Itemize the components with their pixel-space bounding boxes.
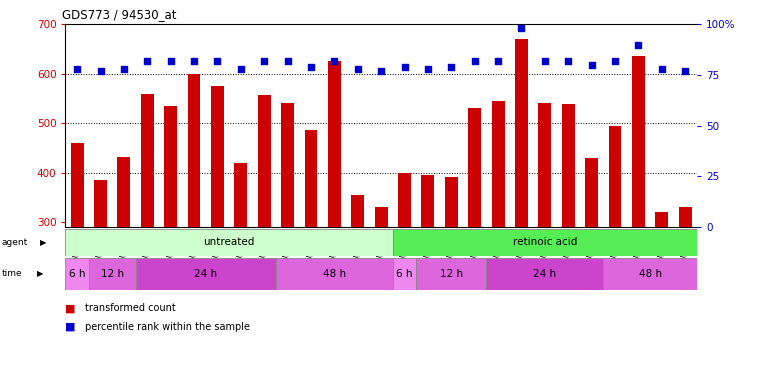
Text: ■: ■ [65,303,76,313]
Bar [445,177,457,227]
Bar [188,74,200,227]
Bar [417,258,487,290]
Bar [604,258,697,290]
Text: 48 h: 48 h [323,268,346,279]
Text: 6 h: 6 h [397,268,413,279]
Text: 24 h: 24 h [194,268,217,279]
Point [515,26,527,32]
Bar [211,86,224,227]
Bar [276,258,393,290]
Point [282,58,294,64]
Bar [421,175,434,227]
Text: 48 h: 48 h [638,268,661,279]
Bar [562,104,574,227]
Bar [393,258,417,290]
Bar [608,126,621,227]
Point [352,66,364,72]
Point [188,58,200,64]
Bar [655,212,668,227]
Point [211,58,223,64]
Text: 6 h: 6 h [69,268,85,279]
Point [95,68,107,74]
Point [468,58,480,64]
Bar [585,158,598,227]
Point [118,66,130,72]
Point [609,58,621,64]
Text: transformed count: transformed count [85,303,176,313]
Bar [468,108,481,227]
Bar [65,229,393,256]
Text: untreated: untreated [203,237,255,247]
Text: GDS773 / 94530_at: GDS773 / 94530_at [62,8,176,21]
Point [398,64,410,70]
Bar [515,39,528,227]
Text: retinoic acid: retinoic acid [513,237,577,247]
Bar [136,258,276,290]
Bar [94,180,107,227]
Point [375,68,387,74]
Bar [65,258,89,290]
Bar [89,258,136,290]
Bar [393,229,697,256]
Bar [71,143,84,227]
Text: ■: ■ [65,322,76,332]
Bar [281,104,294,227]
Point [539,58,551,64]
Point [258,58,270,64]
Point [165,58,177,64]
Point [655,66,668,72]
Text: ▶: ▶ [40,238,46,247]
Bar [351,195,364,227]
Bar [258,94,271,227]
Text: ▶: ▶ [37,269,43,278]
Bar [118,157,130,227]
Point [632,42,644,48]
Text: 24 h: 24 h [534,268,557,279]
Point [328,58,340,64]
Point [71,66,83,72]
Point [679,68,691,74]
Bar [375,207,387,227]
Bar [538,104,551,227]
Bar [305,130,317,227]
Point [492,58,504,64]
Bar [328,62,341,227]
Bar [491,101,504,227]
Text: agent: agent [2,238,28,247]
Point [585,62,598,68]
Text: 12 h: 12 h [440,268,463,279]
Text: percentile rank within the sample: percentile rank within the sample [85,322,249,332]
Bar [632,57,644,227]
Point [305,64,317,70]
Point [445,64,457,70]
Bar [164,106,177,227]
Point [422,66,434,72]
Text: time: time [2,269,22,278]
Point [235,66,247,72]
Bar [398,172,411,227]
Bar [141,93,154,227]
Bar [487,258,604,290]
Point [141,58,153,64]
Bar [234,163,247,227]
Point [562,58,574,64]
Bar [678,207,691,227]
Text: 12 h: 12 h [101,268,124,279]
